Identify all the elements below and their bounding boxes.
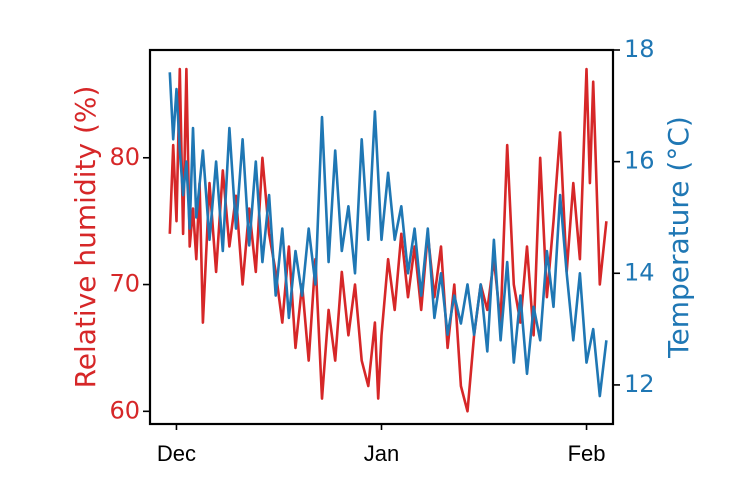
right-tick-label: 18	[624, 35, 655, 63]
left-tick-label: 60	[109, 396, 140, 424]
right-tick-label: 16	[624, 147, 655, 175]
left-tick-label: 80	[109, 143, 140, 171]
left-axis-ticks: 60 70 80	[109, 143, 150, 424]
right-axis-ticks: 12 14 16 18	[613, 35, 655, 398]
right-tick-label: 14	[624, 258, 655, 286]
left-axis-label: Relative humidity (%)	[69, 86, 102, 389]
humidity-series-line	[168, 67, 608, 413]
x-tick-label: Dec	[157, 441, 196, 466]
right-axis-label: Temperature (°C)	[662, 116, 695, 359]
temperature-series-line	[168, 72, 608, 398]
x-tick-label: Feb	[568, 441, 606, 466]
x-axis-ticks: Dec Jan Feb	[157, 424, 606, 466]
x-tick-label: Jan	[364, 441, 399, 466]
left-tick-label: 70	[109, 270, 140, 298]
right-tick-label: 12	[624, 370, 655, 398]
